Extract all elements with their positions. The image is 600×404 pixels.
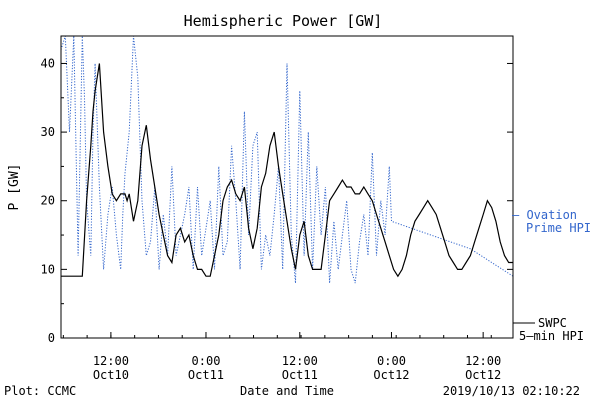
x-tick-time-label: 12:00 — [93, 354, 129, 368]
x-tick-date-label: Oct11 — [282, 368, 318, 382]
series-line-ovation-prime-hpi — [61, 36, 513, 284]
x-tick-date-label: Oct10 — [93, 368, 129, 382]
plot-frame — [60, 35, 514, 339]
plot-credit: Plot: CCMC — [4, 384, 76, 398]
y-axis-label: P [GW] — [7, 164, 22, 211]
series-line-swpc-5min-hpi — [61, 63, 513, 278]
plot-timestamp: 2019/10/13 02:10:22 — [443, 384, 580, 398]
legend-swpc: SWPC 5—min HPI — [513, 316, 584, 343]
chart-title: Hemispheric Power [GW] — [184, 12, 383, 30]
legend-swpc-label-line2: 5—min HPI — [519, 329, 584, 343]
x-tick-time-label: 12:00 — [282, 354, 318, 368]
y-tick-label: 30 — [41, 125, 55, 139]
x-axis: 12:00Oct100:00Oct1112:00Oct110:00Oct1212… — [62, 332, 501, 382]
x-tick-time-label: 0:00 — [377, 354, 406, 368]
x-axis-label: Date and Time — [240, 384, 334, 398]
y-tick-label: 10 — [41, 262, 55, 276]
x-tick-time-label: 0:00 — [192, 354, 221, 368]
y-axis: 0 10 20 30 40 — [41, 56, 513, 345]
legend-ovation: — Ovation Prime HPI — [512, 208, 591, 235]
x-tick-date-label: Oct12 — [465, 368, 501, 382]
series-layer — [61, 36, 513, 284]
y-tick-label: 20 — [41, 194, 55, 208]
x-tick-date-label: Oct12 — [373, 368, 409, 382]
y-tick-label: 0 — [48, 331, 55, 345]
legend-ovation-label-line2: Prime HPI — [526, 221, 591, 235]
x-tick-time-label: 12:00 — [465, 354, 501, 368]
x-tick-date-label: Oct11 — [188, 368, 224, 382]
legend-swpc-label-line1: SWPC — [538, 316, 567, 330]
legend-ovation-label-line1: — Ovation — [512, 208, 577, 222]
y-tick-label: 40 — [41, 56, 55, 70]
